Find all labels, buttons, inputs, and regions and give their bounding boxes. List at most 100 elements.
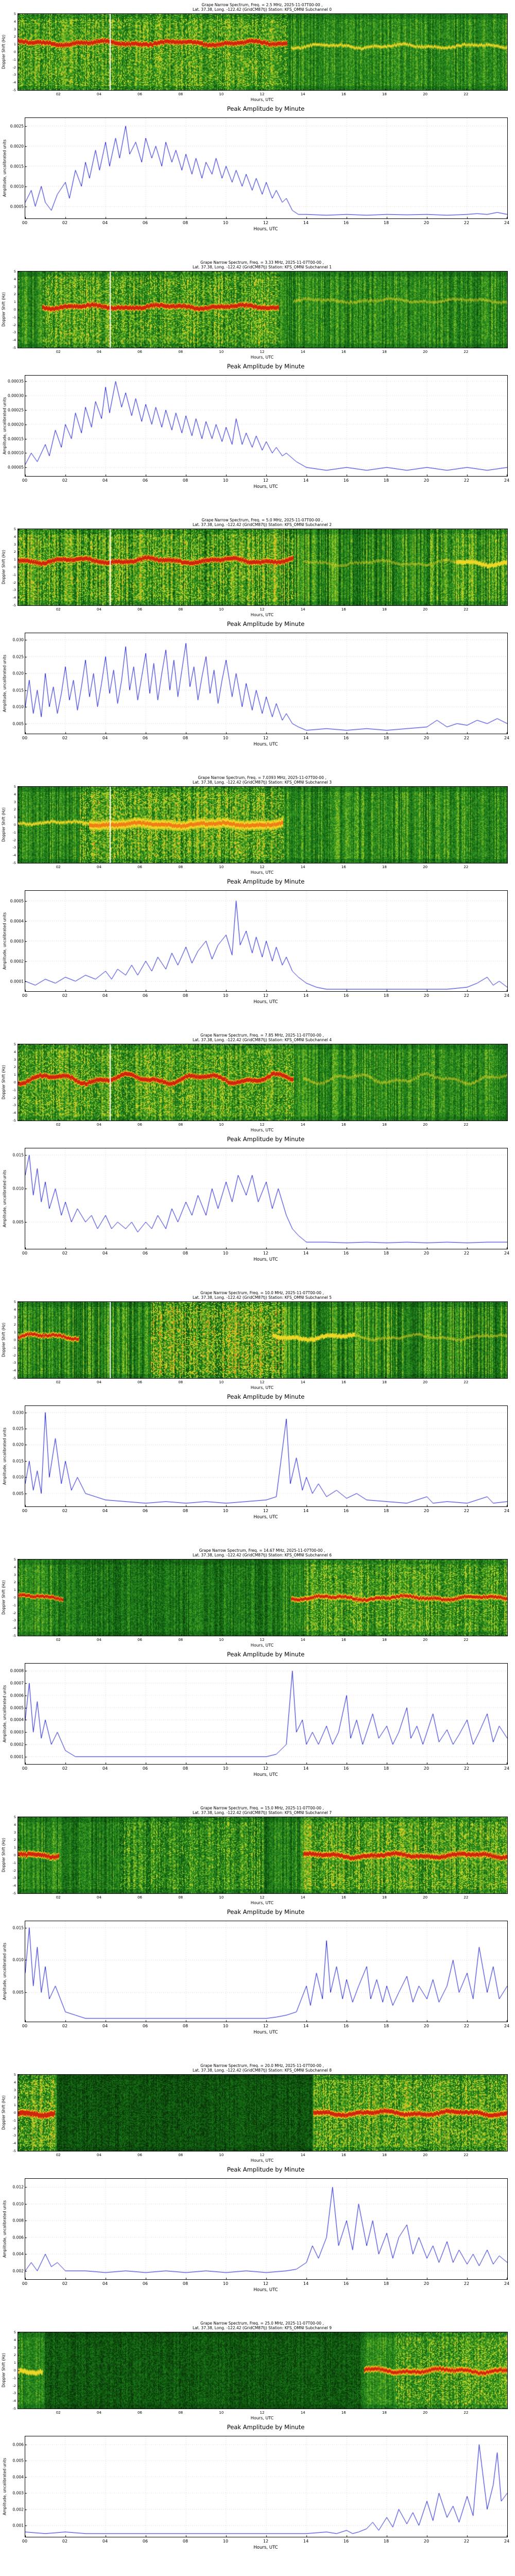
amplitude-y-ticks: 0.0005 0.0010 0.0015 0.0020 0.0025 — [5, 118, 24, 218]
x-tick-label: 18 — [382, 607, 387, 612]
amplitude-line-chart — [25, 1663, 508, 1765]
x-tick-label: 00 — [22, 1509, 28, 1513]
spectrogram-title-line1: Grape Narrow Spectrum, Freq. = 5.0 MHz, … — [201, 518, 323, 522]
x-tick-label: 04 — [96, 865, 101, 869]
y-tick-label: -1 — [12, 57, 16, 62]
x-tick-label: 00 — [22, 478, 28, 483]
amplitude-title: Peak Amplitude by Minute — [227, 363, 305, 370]
x-tick-label: 10 — [219, 1123, 224, 1127]
x-tick-label: 04 — [102, 1766, 108, 1771]
y-tick-label: 2 — [13, 550, 16, 554]
x-tick-label: 22 — [464, 1380, 469, 1384]
x-tick-label: 24 — [504, 2539, 510, 2544]
y-tick-label: 0.005 — [12, 1990, 24, 1995]
x-tick-label: 10 — [219, 92, 224, 96]
spectrogram-title-line2: Lat. 37.38, Long. -122.42 (GridCM87tj) S… — [192, 2067, 332, 2073]
y-tick-label: 0.0007 — [10, 1681, 24, 1686]
y-tick-label: 0.025 — [12, 1426, 24, 1431]
x-tick-label: 20 — [423, 1766, 430, 1771]
spectrogram-title-line2: Lat. 37.38, Long. -122.42 (GridCM87tj) S… — [192, 1037, 332, 1042]
x-tick-label: 20 — [423, 1380, 428, 1384]
x-tick-label: 12 — [260, 2411, 265, 2415]
y-tick-label: -1 — [12, 572, 16, 577]
amplitude-x-axis-label: Hours, UTC — [253, 1257, 278, 1262]
spectrogram-title-line2: Lat. 37.38, Long. -122.42 (GridCM87tj) S… — [192, 522, 332, 527]
x-tick-label: 12 — [263, 221, 269, 225]
x-tick-label: 14 — [303, 2539, 309, 2544]
x-tick-label: 22 — [464, 1251, 470, 1256]
x-tick-label: 04 — [102, 478, 108, 483]
x-tick-label: 10 — [222, 993, 229, 998]
subchannel-figure-group-7: Grape Narrow Spectrum, Freq. = 15.0 MHz,… — [0, 1803, 515, 2061]
spectrogram-y-ticks: 5 4 3 2 1 0 -1 -2 -3 -4 -5 — [6, 269, 16, 350]
x-tick-label: 06 — [142, 993, 148, 998]
x-tick-label: 08 — [178, 865, 183, 869]
x-tick-label: 12 — [260, 1895, 265, 1900]
y-tick-label: -4 — [12, 338, 16, 343]
x-tick-label: 18 — [382, 2411, 387, 2415]
y-tick-label: -2 — [12, 2383, 16, 2388]
y-tick-label: 0.025 — [12, 654, 24, 659]
amplitude-y-ticks: 0.005 0.010 0.015 0.020 0.025 0.030 — [5, 1406, 24, 1506]
x-tick-label: 06 — [142, 2539, 148, 2544]
x-tick-label: 16 — [343, 2539, 349, 2544]
spectrogram-heatmap — [18, 1817, 508, 1894]
y-tick-label: -5 — [12, 346, 16, 350]
x-tick-label: 02 — [62, 993, 68, 998]
y-tick-label: -3 — [12, 588, 16, 592]
x-tick-label: 12 — [260, 350, 265, 354]
spectrogram-x-ticks: 02 04 06 08 10 12 14 16 18 20 22 — [18, 2153, 507, 2158]
x-tick-label: 20 — [423, 350, 428, 354]
y-tick-label: 0.0005 — [10, 899, 24, 903]
spectrogram-title-line1: Grape Narrow Spectrum, Freq. = 2.5 MHz, … — [201, 3, 323, 7]
x-tick-label: 04 — [96, 1123, 101, 1127]
spectrogram-heatmap — [18, 786, 508, 863]
spectrogram-title-line1: Grape Narrow Spectrum, Freq. = 7.0393 MH… — [198, 775, 327, 780]
y-tick-label: 4 — [13, 1049, 16, 1054]
x-tick-label: 22 — [464, 2539, 470, 2544]
x-tick-label: 16 — [341, 1380, 346, 1384]
y-tick-label: 2 — [13, 2353, 16, 2358]
x-tick-label: 10 — [222, 2024, 229, 2028]
amplitude-x-ticks: 00 02 04 06 08 10 12 14 16 18 20 22 24 — [22, 736, 509, 741]
x-tick-label: 16 — [341, 607, 346, 612]
x-tick-label: 00 — [22, 993, 28, 998]
x-tick-label: 10 — [219, 2153, 224, 2157]
x-tick-label: 16 — [341, 2411, 346, 2415]
y-tick-label: 0.00020 — [7, 422, 24, 427]
x-tick-label: 18 — [382, 1380, 387, 1384]
x-tick-label: 18 — [383, 1251, 389, 1256]
x-tick-label: 06 — [138, 1895, 142, 1900]
x-tick-label: 00 — [22, 221, 28, 225]
y-tick-label: -3 — [12, 2391, 16, 2396]
y-tick-label: 0.0001 — [10, 1754, 24, 1759]
x-tick-label: 02 — [56, 350, 61, 354]
y-tick-label: -5 — [12, 1376, 16, 1380]
y-tick-label: 3 — [13, 27, 16, 31]
y-tick-label: -3 — [12, 2133, 16, 2138]
x-tick-label: 04 — [102, 993, 108, 998]
spectrogram-heatmap — [18, 2074, 508, 2151]
x-tick-label: 06 — [142, 1251, 148, 1256]
x-tick-label: 18 — [382, 92, 387, 96]
x-tick-label: 12 — [263, 2539, 269, 2544]
x-tick-label: 14 — [300, 607, 305, 612]
x-tick-label: 04 — [102, 2024, 108, 2028]
x-tick-label: 22 — [464, 221, 470, 225]
x-tick-label: 08 — [182, 2024, 188, 2028]
y-tick-label: 0.0006 — [10, 1693, 24, 1698]
spectrogram-x-axis-label: Hours, UTC — [250, 355, 274, 360]
y-tick-label: 1 — [13, 2103, 16, 2108]
amplitude-line-chart — [25, 2178, 508, 2280]
x-tick-label: 18 — [383, 1509, 389, 1513]
spectrogram-y-ticks: 5 4 3 2 1 0 -1 -2 -3 -4 -5 — [6, 1557, 16, 1638]
amplitude-x-ticks: 00 02 04 06 08 10 12 14 16 18 20 22 24 — [22, 2281, 509, 2286]
x-tick-label: 22 — [464, 1123, 469, 1127]
y-tick-label: 4 — [13, 1307, 16, 1312]
x-tick-label: 22 — [464, 2411, 469, 2415]
spectrogram-title-line1: Grape Narrow Spectrum, Freq. = 25.0 MHz,… — [200, 2321, 324, 2326]
x-tick-label: 20 — [423, 1895, 428, 1900]
x-tick-label: 18 — [383, 1766, 389, 1771]
y-tick-label: 2 — [13, 1580, 16, 1585]
x-tick-label: 12 — [260, 2153, 265, 2157]
